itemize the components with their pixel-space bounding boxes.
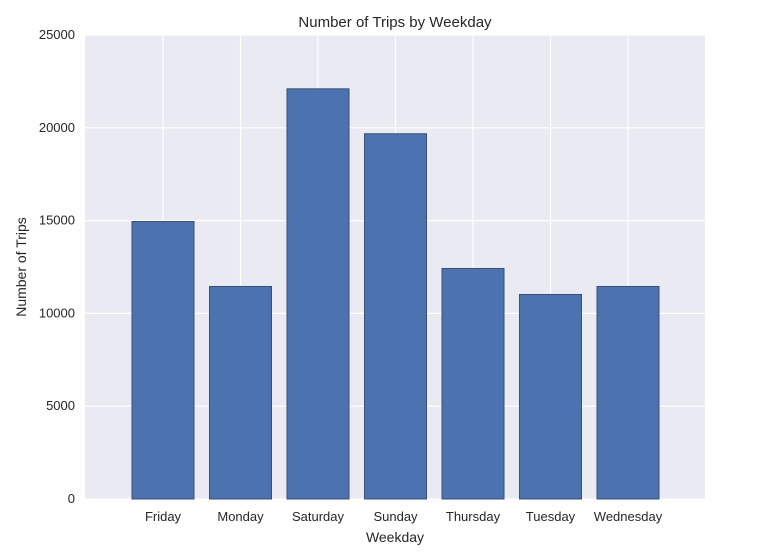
x-tick-label-monday: Monday [217, 509, 264, 524]
y-tick-labels: 0 5000 10000 15000 20000 25000 [39, 27, 75, 506]
x-tick-label-sunday: Sunday [373, 509, 418, 524]
bar-thursday [441, 267, 505, 500]
x-tick-label-tuesday: Tuesday [526, 509, 576, 524]
bar-tuesday [519, 293, 582, 500]
y-tick-label: 15000 [39, 213, 75, 228]
x-tick-label-saturday: Saturday [292, 509, 345, 524]
x-tick-label-thursday: Thursday [446, 509, 501, 524]
chart-title: Number of Trips by Weekday [298, 14, 492, 31]
bar-friday [131, 221, 195, 500]
x-tick-label-wednesday: Wednesday [594, 509, 663, 524]
y-tick-label: 20000 [39, 120, 75, 135]
x-axis-label: Weekday [366, 529, 424, 545]
bar-monday [209, 285, 272, 500]
bar-sunday [364, 133, 427, 500]
bar-wednesday [596, 285, 660, 500]
y-tick-label: 25000 [39, 27, 75, 42]
y-tick-label: 0 [68, 491, 75, 506]
bars [131, 88, 660, 500]
y-tick-label: 5000 [46, 398, 75, 413]
x-tick-label-friday: Friday [145, 509, 182, 524]
y-axis-label: Number of Trips [13, 217, 29, 317]
bar-saturday [286, 88, 350, 500]
x-tick-labels: Friday Monday Saturday Sunday Thursday Tuesda… [145, 509, 663, 524]
y-tick-label: 10000 [39, 305, 75, 320]
